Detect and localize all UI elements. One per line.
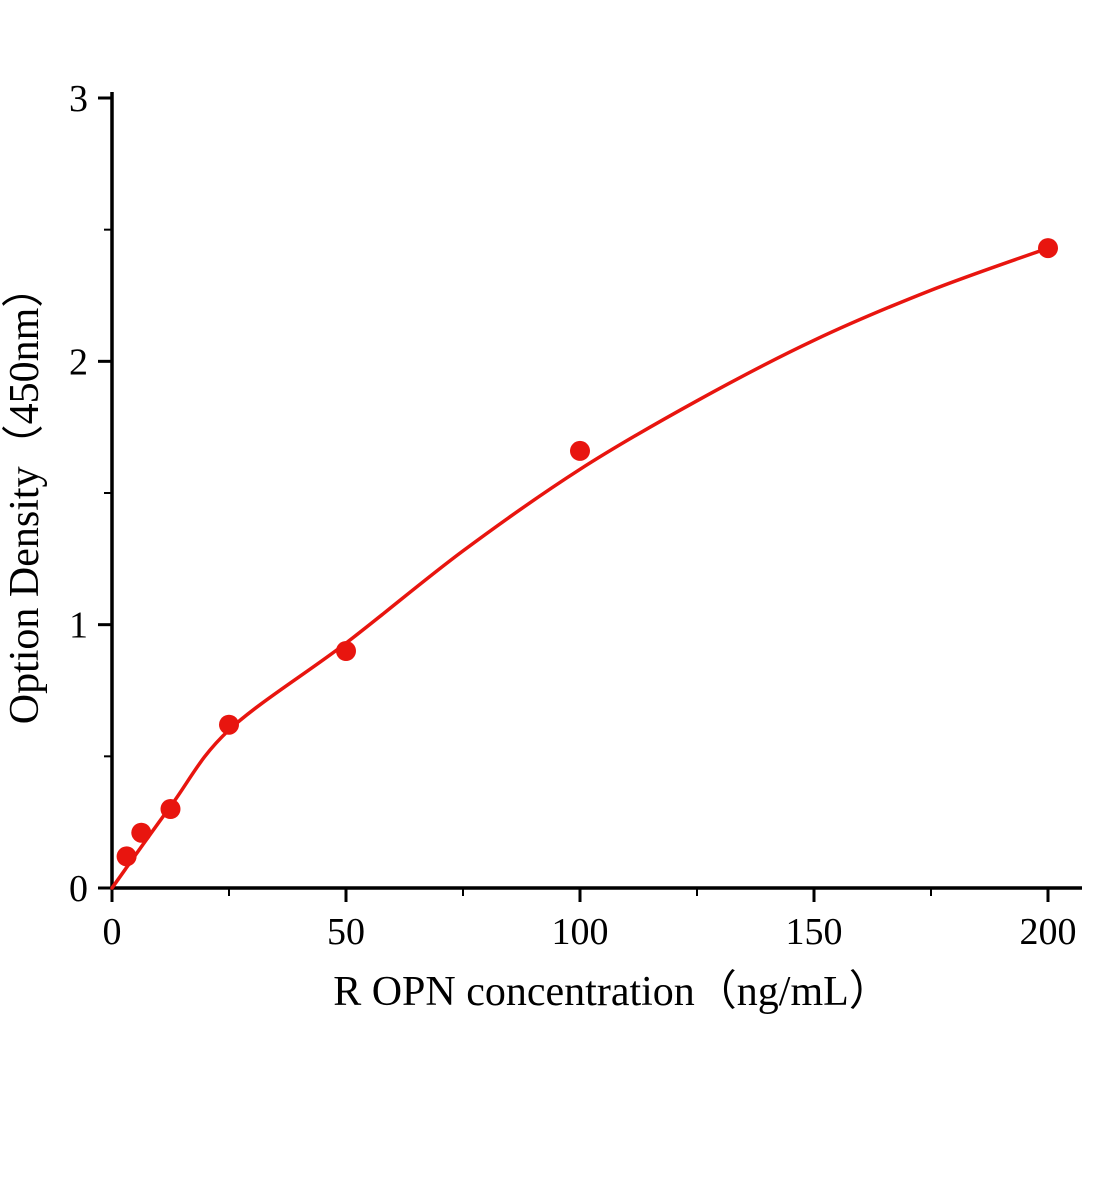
data-point	[570, 440, 590, 461]
x-tick-label: 100	[552, 911, 609, 953]
x-axis-label: R OPN concentration（ng/mL）	[333, 969, 891, 1015]
y-tick-label: 2	[69, 341, 88, 383]
fit-curve	[110, 246, 1050, 890]
data-point	[1038, 238, 1058, 259]
data-point	[131, 822, 152, 843]
data-point	[336, 641, 356, 661]
data-point	[116, 846, 137, 867]
x-tick-label: 0	[103, 911, 122, 953]
plot-area: 0 50 100 150 200 0 1 2 3	[69, 78, 1082, 953]
x-tick-label: 50	[327, 911, 365, 953]
data-point	[160, 799, 181, 819]
y-tick-label: 1	[69, 605, 88, 647]
y-tick-label: 0	[69, 868, 88, 910]
x-tick-label: 200	[1020, 911, 1077, 953]
y-axis-label: Option Density（450nm）	[2, 266, 48, 725]
y-tick-label: 3	[69, 78, 88, 120]
x-tick-label: 150	[786, 911, 843, 953]
data-point	[219, 714, 239, 735]
